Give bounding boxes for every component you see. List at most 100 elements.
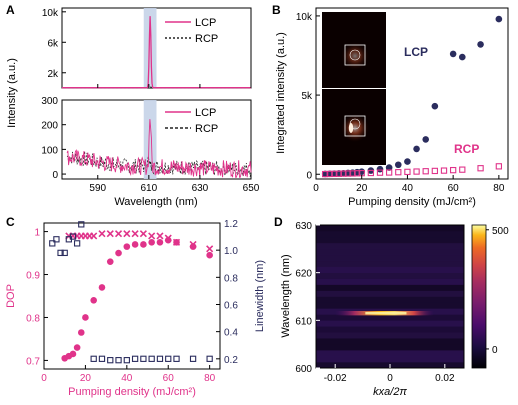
panel-b-rcp-point	[344, 170, 352, 177]
panel-d-xlabel: kxa/2π	[373, 386, 407, 398]
panel-c-linewidth-point	[140, 355, 147, 362]
panel-c-dop-point	[206, 251, 213, 259]
panel-d-colorbar	[471, 224, 487, 369]
panel-d-stripe	[316, 278, 464, 285]
panel-c-xtick-label: 60	[163, 373, 175, 384]
panel-a-xtick-label: 630	[192, 183, 209, 194]
panel-b-rcp-point	[340, 170, 347, 177]
panel-a-lower-legend-rcp: RCP	[195, 123, 218, 135]
panel-c-linewidth-point	[115, 357, 122, 364]
panel-b-xtick-label: 60	[448, 183, 460, 194]
panel-b-rcp-point	[404, 168, 411, 176]
panel-c-xtick-label: 0	[41, 373, 47, 384]
panel-b-rcp-point	[349, 170, 356, 177]
panel-c-ytick-right-label: 1.2	[224, 219, 238, 230]
panel-b-rcp-point	[495, 163, 503, 170]
panel-d-stripe	[316, 326, 464, 333]
panel-c-ytick-left-label: 0.9	[26, 271, 40, 282]
panel-b-lcp-point	[413, 145, 420, 153]
panel-b-lcp-point	[458, 53, 466, 61]
panel-c-dop-x-point	[189, 240, 197, 249]
panel-a-upper-legend-rcp: RCP	[195, 33, 218, 45]
panel-c-dop-point	[123, 243, 131, 250]
panel-b-rcp-point	[459, 166, 466, 173]
panel-c-dop-point	[131, 241, 139, 248]
panel-b-inset-bottom	[322, 89, 386, 165]
panel-b-plot	[321, 15, 503, 178]
panel-b-xtick-label: 80	[493, 183, 505, 194]
panel-c-linewidth-point	[131, 355, 139, 362]
panel-a-upper-ytick-label: 10k	[42, 8, 59, 19]
panel-b-lcp-point	[394, 161, 402, 169]
panel-c-ytick-right-label: 0.6	[224, 300, 238, 311]
panel-c-linewidth-point	[189, 355, 197, 362]
panel-d-ytick-label: 630	[295, 221, 312, 232]
panel-c-ytick-right-label: 0.4	[224, 328, 238, 339]
panel-c-ytick-right-label: 1.0	[224, 246, 238, 257]
panel-d-stripe	[316, 225, 464, 232]
panel-d-stripe	[316, 254, 464, 262]
panel-b-frame	[315, 7, 509, 180]
panel-c-label: C	[6, 215, 15, 229]
panel-c-xtick-label: 40	[121, 373, 133, 384]
panel-b-xtick-label: 20	[356, 183, 368, 194]
panel-c-ytick-right-label: 0.2	[224, 355, 238, 366]
panel-a-ticks: 590 610 630 650 2k 6k 10k 0 100 200 300	[41, 8, 259, 194]
panel-c-linewidth-point	[98, 355, 106, 362]
panel-b-rcp-point	[376, 169, 384, 176]
panel-c-linewidth-point	[156, 355, 164, 362]
panel-b-lcp-point	[404, 158, 411, 165]
panel-b-rcp-point	[477, 165, 484, 172]
panel-a-lower-ytick-label: 300	[41, 96, 58, 107]
panel-b-rcp-point	[353, 170, 361, 177]
panel-c-linewidth-point	[57, 249, 64, 257]
panel-c-ylabel-left: DOP	[5, 284, 17, 308]
panel-a-xlabel: Wavelength (nm)	[114, 196, 197, 208]
panel-a-xtick-label: 610	[140, 183, 157, 194]
panel-d-ytick-label: 620	[295, 269, 312, 280]
panel-b-lcp-point	[477, 41, 484, 48]
panel-b-lcp-point	[431, 102, 439, 110]
panel-a-xtick-label: 650	[243, 183, 260, 194]
panel-b-inset-top	[322, 12, 386, 88]
panel-c-ylabel-right: Linewidth (nm)	[254, 260, 266, 332]
panel-d-ytick-label: 610	[295, 316, 312, 327]
panel-d-stripe	[316, 230, 464, 238]
panel-c-dop-x-point	[148, 232, 156, 240]
panel-b-lcp-point	[449, 50, 457, 58]
panel-d-stripe	[316, 356, 464, 363]
panel-d-peak-core	[365, 311, 407, 315]
panel-d-label: D	[274, 215, 283, 229]
panel-a-xtick-label: 590	[89, 183, 106, 194]
panel-d-stripe	[316, 344, 464, 351]
panel-d-stripe	[316, 314, 464, 321]
panel-a-upper-legend-lcp: LCP	[195, 17, 216, 29]
panel-c-linewidth-point	[73, 240, 81, 247]
panel-c-xlabel: Pumping density (mJ/cm²)	[68, 386, 196, 398]
panel-b-xlabel: Pumping density (mJ/cm²)	[348, 196, 476, 208]
panel-a-lower-ytick-label: 0	[52, 170, 58, 181]
panel-c-dop-point	[189, 243, 197, 250]
panel-b-label: B	[272, 3, 281, 17]
panel-a-ylabel: Intensity (a.u.)	[6, 58, 18, 128]
panel-b: B 0 20 40 60 80 0 5k 10k LCP RCP Pumping densit…	[272, 3, 509, 208]
panel-d-stripe	[316, 350, 464, 357]
panel-d-colorbar-tick-label: 0	[492, 345, 498, 356]
panel-c-ytick-left-label: 1	[34, 228, 40, 239]
panel-c-dop-point	[90, 296, 97, 304]
panel-b-lcp-point	[385, 164, 393, 171]
panel-c-dop-point	[156, 239, 164, 246]
panel-d-stripe	[316, 338, 464, 345]
panel-b-lcp-point	[422, 136, 430, 143]
panel-b-rcp-point	[431, 167, 439, 175]
panel-b-rcp-point	[335, 170, 343, 177]
panel-c-linewidth-point	[173, 355, 180, 362]
panel-a-lower-lcp-series	[66, 119, 252, 178]
panel-d-xtick-label: 0.02	[435, 373, 455, 384]
panel-c-dop-x-point	[131, 230, 139, 238]
panel-c: C 0 20 40 60 800.70.80.910.20.40.60.81.01.2 …	[5, 215, 266, 398]
panel-b-rcp-point	[326, 170, 333, 178]
panel-d-stripe	[316, 296, 464, 303]
panel-d-ylabel: Wavelength (nm)	[280, 254, 292, 337]
